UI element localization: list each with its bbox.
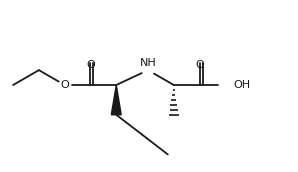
Text: OH: OH: [233, 80, 250, 90]
Text: O: O: [60, 80, 69, 90]
Text: O: O: [195, 60, 204, 70]
Text: O: O: [86, 60, 95, 70]
Text: NH: NH: [140, 58, 156, 68]
Polygon shape: [111, 85, 121, 115]
